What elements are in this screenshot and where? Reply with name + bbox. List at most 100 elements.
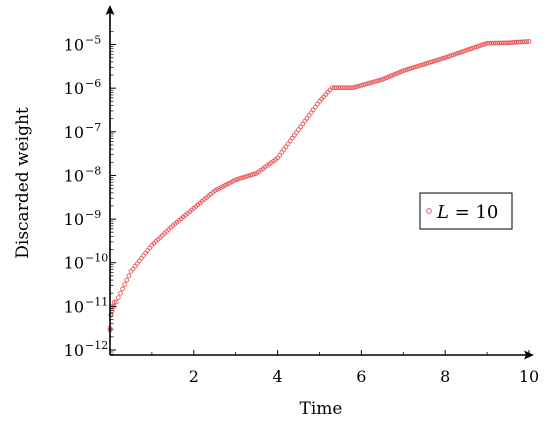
data-point: [354, 84, 360, 89]
y-tick-label: 10: [64, 79, 84, 98]
data-point: [403, 67, 408, 73]
data-point: [233, 177, 239, 183]
data-point: [415, 63, 421, 69]
data-point: [113, 299, 119, 305]
data-point: [120, 286, 125, 292]
y-tick-exponent: −8: [85, 164, 101, 177]
data-point: [449, 53, 454, 58]
x-tick-label: 2: [189, 367, 199, 386]
data-point: [430, 59, 435, 64]
data-point: [472, 45, 477, 50]
legend-variable: L: [436, 202, 449, 223]
data-point: [457, 50, 463, 55]
legend-box: [419, 192, 513, 230]
data-point: [478, 43, 484, 48]
y-tick-exponent: −12: [85, 339, 108, 352]
y-tick-label: 10: [64, 210, 84, 229]
data-point: [352, 84, 358, 90]
data-point: [428, 59, 433, 65]
legend-marker: [426, 208, 432, 214]
data-point: [363, 81, 368, 87]
data-point: [245, 173, 251, 179]
series-markers: [107, 39, 532, 333]
data-point: [436, 57, 442, 62]
y-tick-exponent: −5: [85, 34, 101, 47]
data-point: [423, 61, 429, 66]
data-point: [434, 57, 440, 63]
data-point: [252, 171, 257, 177]
legend-label: L = 10: [436, 202, 498, 223]
data-point: [365, 81, 371, 86]
data-point: [482, 41, 488, 47]
x-tick-label: 6: [356, 367, 366, 386]
data-point: [124, 277, 130, 283]
data-point: [348, 85, 354, 91]
data-point: [111, 299, 117, 305]
data-point: [432, 58, 438, 64]
data-point: [248, 172, 253, 178]
data-point: [356, 83, 362, 89]
y-axis-arrow: [105, 5, 115, 15]
data-point: [480, 42, 486, 48]
data-point: [361, 82, 366, 88]
data-point: [369, 80, 375, 85]
data-point: [400, 68, 406, 74]
data-point: [451, 52, 456, 58]
data-point: [126, 273, 132, 279]
data-point: [116, 295, 121, 300]
x-axis-title: Time: [300, 399, 343, 419]
data-point: [409, 65, 415, 71]
data-point: [413, 64, 419, 70]
data-point: [440, 55, 446, 61]
data-point: [407, 66, 412, 72]
y-tick-exponent: −11: [85, 295, 108, 308]
data-point: [461, 48, 467, 54]
y-tick-exponent: −10: [85, 252, 108, 265]
x-tick-label: 4: [273, 367, 283, 386]
y-tick-exponent: −6: [85, 77, 101, 90]
data-point: [463, 48, 469, 53]
data-point: [474, 44, 479, 50]
data-point: [377, 77, 383, 83]
data-point: [455, 50, 461, 56]
legend: L = 10: [419, 192, 513, 230]
data-point: [467, 46, 473, 52]
data-point: [235, 176, 241, 182]
y-tick-label: 10: [64, 297, 84, 316]
data-point: [250, 172, 255, 177]
data-point: [459, 49, 465, 55]
y-axis-title: Discarded weight: [13, 107, 33, 259]
data-point: [405, 67, 410, 72]
data-point: [453, 51, 459, 57]
y-tick-label: 10: [64, 123, 84, 142]
data-point: [438, 56, 444, 62]
y-tick-exponent: −7: [85, 121, 101, 134]
data-point: [373, 78, 379, 84]
data-point: [417, 63, 423, 68]
data-point: [241, 174, 247, 180]
y-tick-label: 10: [64, 254, 84, 273]
data-point: [243, 174, 249, 179]
legend-value: = 10: [449, 202, 498, 223]
x-tick-label: 8: [440, 367, 450, 386]
data-point: [419, 62, 425, 68]
data-point: [526, 39, 532, 44]
data-point: [118, 290, 123, 296]
data-point: [371, 79, 377, 85]
data-point: [447, 53, 452, 59]
data-point: [237, 176, 243, 181]
y-tick-exponent: −9: [85, 208, 101, 221]
data-point: [367, 80, 373, 86]
data-point: [426, 60, 431, 66]
data-point: [375, 78, 381, 83]
y-tick-label: 10: [64, 341, 84, 360]
data-point: [350, 85, 356, 91]
y-tick-label: 10: [64, 36, 84, 55]
data-point: [465, 47, 471, 52]
data-point: [421, 61, 427, 67]
data-point: [359, 83, 364, 88]
x-tick-label: 10: [519, 367, 539, 386]
data-point: [524, 39, 530, 44]
data-point: [411, 65, 417, 70]
